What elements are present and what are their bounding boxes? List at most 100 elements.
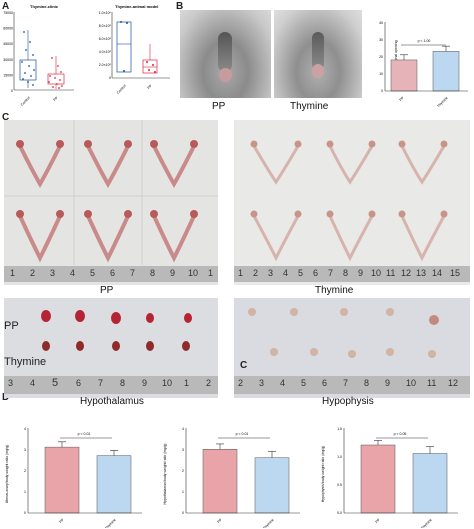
d0-ytick: 2	[24, 469, 26, 473]
ruler-tick: 6	[76, 378, 82, 388]
d1-xlabel: Thymine	[262, 518, 274, 528]
d1-ytick: 2	[182, 469, 184, 473]
a-left-ytick: 0	[11, 89, 13, 93]
b-ytick: 10	[379, 72, 383, 76]
ruler-tick: 10	[371, 268, 382, 278]
a-left-ytick: 15000	[3, 73, 13, 77]
ruler-tick: 9	[142, 378, 148, 388]
ruler-tick: 15	[450, 268, 461, 278]
thymine-vaginal-photo	[274, 10, 362, 98]
ruler-tick: 1	[184, 378, 190, 388]
b-ytick: 20	[379, 55, 383, 59]
hypophysis-ruler: 2 3 4 5 6 7 8 9 10 11 12	[234, 376, 470, 394]
d0-pvalue: p < 0.01	[78, 432, 91, 436]
d2-ytick: 1.0	[337, 455, 342, 459]
d0-bar-thymine	[96, 455, 132, 514]
uterus-thymine-label: Thymine	[315, 285, 354, 296]
d2-xlabel: Thymine	[420, 518, 432, 528]
ruler-tick: 12	[401, 268, 412, 278]
ruler-tick: 2	[30, 268, 36, 278]
ruler-tick: 7	[98, 378, 104, 388]
d1-ytick: 4	[182, 427, 184, 431]
ruler-tick: 1	[238, 268, 244, 278]
ruler-tick: 7	[130, 268, 136, 278]
ruler-tick: 6	[313, 268, 319, 278]
uterus-pp-label: PP	[100, 285, 114, 296]
hypothalamus-pp-row-label: PP	[4, 320, 19, 332]
pp-photo-label: PP	[212, 101, 226, 112]
ruler-tick: 4	[283, 268, 289, 278]
a-left-xlabel: Control	[20, 96, 31, 107]
ruler-tick: 13	[416, 268, 427, 278]
ruler-tick: 2	[238, 378, 244, 388]
d1-ytick: 3	[182, 448, 184, 452]
b-ytick: 0	[381, 89, 383, 93]
a-right-xlabel: Control	[116, 84, 127, 95]
a-left-ytick: 30000	[3, 58, 13, 62]
panel-a-right-title: Thymine-animal model	[115, 4, 158, 9]
b-xlabel: Thymine	[436, 96, 448, 108]
pp-vaginal-photo	[180, 10, 271, 98]
d2-ytick: 0.0	[337, 511, 342, 515]
panel-d-chart-hypophysis: Hypophysis/body weight ratio (mg/g) 1.5 …	[321, 427, 458, 528]
ruler-tick: 3	[259, 378, 265, 388]
pp-uterus-photo	[4, 120, 218, 285]
ruler-tick: 2	[206, 378, 212, 388]
b-ytick: 40	[379, 21, 383, 25]
d0-ytick: 1	[24, 490, 26, 494]
hypothalamus-ruler: 3 4 5 6 7 8 9 10 1 2	[4, 376, 218, 394]
ruler-tick: 6	[322, 378, 328, 388]
b-bar-pp	[390, 59, 418, 92]
a-right-ytick: 8.0×10⁵	[99, 24, 112, 28]
ruler-tick: 1	[10, 268, 16, 278]
d2-pvalue: p < 0.05	[394, 432, 407, 436]
b-ytick: 30	[379, 38, 383, 42]
panel-b-bar-chart: Grade of vaginal opening 40 30 20 10 0 p…	[379, 21, 468, 108]
ruler-tick: 7	[343, 378, 349, 388]
ruler-tick: 4	[70, 268, 76, 278]
b-xlabel: PP	[399, 95, 406, 102]
panel-a-left-title: Thymine-clinic	[30, 4, 59, 9]
ruler-tick: 11	[386, 268, 396, 278]
d2-ytick: 1.5	[337, 427, 342, 431]
d1-ytick: 1	[182, 490, 184, 494]
ruler-tick: 10	[188, 268, 199, 278]
a-right-control-box	[116, 21, 132, 73]
panel-d-chart-uterus: Uterus-ovary/body weight ratio (mg/g) 4 …	[5, 427, 142, 528]
d1-ylabel: Hypothalamus/body weight ratio (mg/g)	[163, 444, 167, 505]
a-left-ytick: 75000	[3, 11, 13, 15]
a-right-ytick: 1.0×10⁶	[99, 11, 112, 15]
ruler-tick: 3	[268, 268, 274, 278]
d0-ylabel: Uterus-ovary/body weight ratio (mg/g)	[5, 445, 9, 504]
ruler-tick: 9	[170, 268, 176, 278]
a-right-ytick: 0	[109, 76, 111, 80]
ruler-tick: 1	[208, 268, 214, 278]
d1-bar-pp	[202, 449, 238, 514]
a-left-control-points	[21, 31, 35, 86]
ruler-tick: 3	[8, 378, 14, 388]
ruler-tick: 8	[343, 268, 349, 278]
thymine-photo-label: Thymine	[290, 101, 329, 112]
pp-uterus-ruler: 1 2 3 4 5 6 7 8 9 10 1	[4, 266, 218, 282]
d0-xlabel: PP	[59, 517, 66, 524]
a-left-ytick: 60000	[3, 27, 13, 31]
thymine-uterus-ruler: 1 2 3 4 5 6 7 8 9 10 11 12 13 14 15	[234, 266, 470, 282]
ruler-tick: 2	[253, 268, 259, 278]
ruler-tick: 6	[110, 268, 116, 278]
hypophysis-caption: Hypophysis	[322, 396, 374, 407]
d2-ylabel: Hypophysis/body weight ratio (mg/g)	[321, 446, 325, 503]
ruler-tick: 8	[364, 378, 370, 388]
ruler-tick: 5	[301, 378, 307, 388]
ruler-tick: 4	[280, 378, 286, 388]
ruler-tick: 11	[427, 378, 437, 388]
panel-d-chart-hypothalamus: Hypothalamus/body weight ratio (mg/g) 4 …	[163, 427, 300, 528]
thymine-uterus-photo	[234, 120, 470, 285]
d1-ytick: 0	[182, 511, 184, 515]
ruler-tick: 10	[162, 378, 173, 388]
ruler-tick: 5	[90, 268, 96, 278]
hypothalamus-thymine-row-label: Thymine	[4, 356, 47, 368]
a-right-ytick: 4.0×10⁵	[99, 50, 112, 54]
ruler-tick: 7	[328, 268, 334, 278]
d2-bar-thymine	[412, 453, 448, 514]
a-left-xlabel: PP	[53, 95, 60, 102]
